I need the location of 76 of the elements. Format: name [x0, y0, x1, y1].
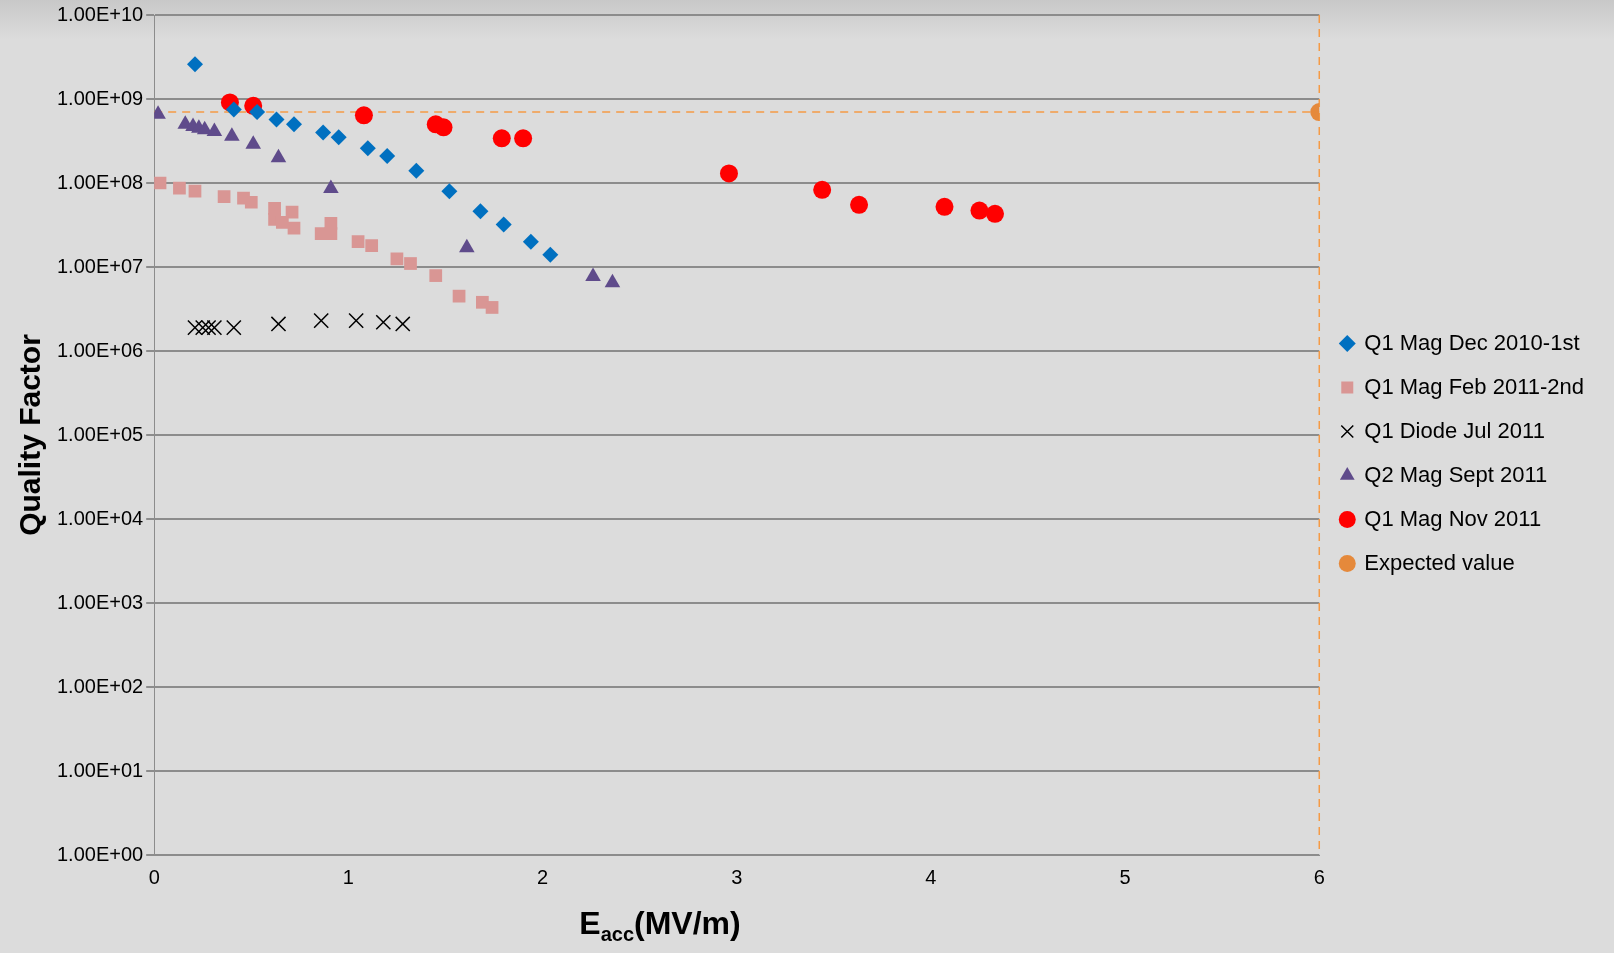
- point: [408, 162, 425, 179]
- point: [359, 140, 376, 157]
- x-tick-label: 1: [342, 865, 354, 888]
- point: [287, 221, 301, 235]
- point: [522, 233, 539, 250]
- point: [217, 190, 231, 203]
- point: [275, 215, 289, 229]
- y-tick-label: 1.00E+07: [56, 254, 144, 277]
- point: [404, 257, 417, 270]
- point: [188, 184, 202, 198]
- point: [472, 203, 489, 220]
- point: [206, 122, 223, 137]
- point: [390, 252, 404, 266]
- point: [268, 111, 285, 128]
- point: [434, 118, 453, 137]
- point: [225, 319, 242, 336]
- point: [719, 164, 738, 183]
- legend-label: Q1 Diode Jul 2011: [1364, 417, 1545, 443]
- point: [354, 106, 373, 125]
- legend-label: Expected value: [1364, 549, 1515, 575]
- x-tick-label: 4: [925, 865, 937, 888]
- point: [244, 195, 258, 209]
- x-tick-label: 0: [148, 865, 160, 888]
- y-tick-label: 1.00E+10: [56, 2, 144, 25]
- y-tick-label: 1.00E+05: [56, 422, 144, 445]
- point: [485, 301, 499, 314]
- y-tick-label: 1.00E+06: [56, 338, 144, 361]
- point: [173, 181, 186, 195]
- y-tick-label: 1.00E+00: [56, 842, 144, 865]
- point: [330, 129, 347, 146]
- point: [970, 201, 989, 220]
- y-tick-label: 1.00E+08: [56, 170, 144, 193]
- point: [286, 116, 302, 133]
- point: [379, 147, 396, 164]
- point: [194, 319, 211, 336]
- legend-label: Q1 Mag Nov 2011: [1364, 505, 1542, 531]
- x-axis-title: E$_{acc}$(MV/m): [578, 905, 742, 947]
- point: [351, 235, 365, 249]
- point: [365, 239, 379, 252]
- point: [394, 316, 411, 332]
- point: [492, 129, 511, 148]
- point: [850, 195, 869, 214]
- legend-label: Q1 Mag Dec 2010-1st: [1364, 329, 1580, 355]
- point: [315, 124, 332, 141]
- point: [585, 267, 601, 282]
- point: [514, 129, 533, 148]
- point: [225, 101, 242, 118]
- point: [324, 217, 338, 230]
- y-tick-label: 1.00E+02: [56, 674, 144, 697]
- point: [375, 314, 392, 331]
- legend-label: Q2 Mag Sept 2011: [1364, 461, 1548, 487]
- point: [270, 316, 287, 332]
- point: [495, 216, 512, 233]
- point: [985, 204, 1004, 223]
- point: [441, 183, 458, 200]
- x-tick-label: 3: [731, 865, 743, 888]
- y-axis-title: Quality Factor: [13, 333, 47, 536]
- point: [200, 319, 217, 336]
- point: [429, 269, 443, 282]
- y-tick-label: 1.00E+01: [56, 758, 144, 781]
- point: [348, 312, 364, 329]
- y-tick-label: 1.00E+03: [56, 590, 144, 613]
- point: [542, 246, 559, 263]
- point: [249, 104, 266, 121]
- x-tick-label: 6: [1313, 865, 1325, 888]
- x-tick-label: 5: [1119, 865, 1131, 888]
- y-tick-label: 1.00E+04: [56, 506, 144, 529]
- legend-label: Q1 Mag Feb 2011-2nd: [1364, 373, 1584, 399]
- y-tick-label: 1.00E+09: [56, 86, 144, 109]
- point: [206, 319, 223, 336]
- point: [186, 56, 203, 73]
- x-tick-label: 2: [536, 865, 549, 888]
- point: [313, 312, 330, 329]
- point: [935, 197, 954, 216]
- point: [187, 319, 203, 336]
- point: [813, 180, 832, 199]
